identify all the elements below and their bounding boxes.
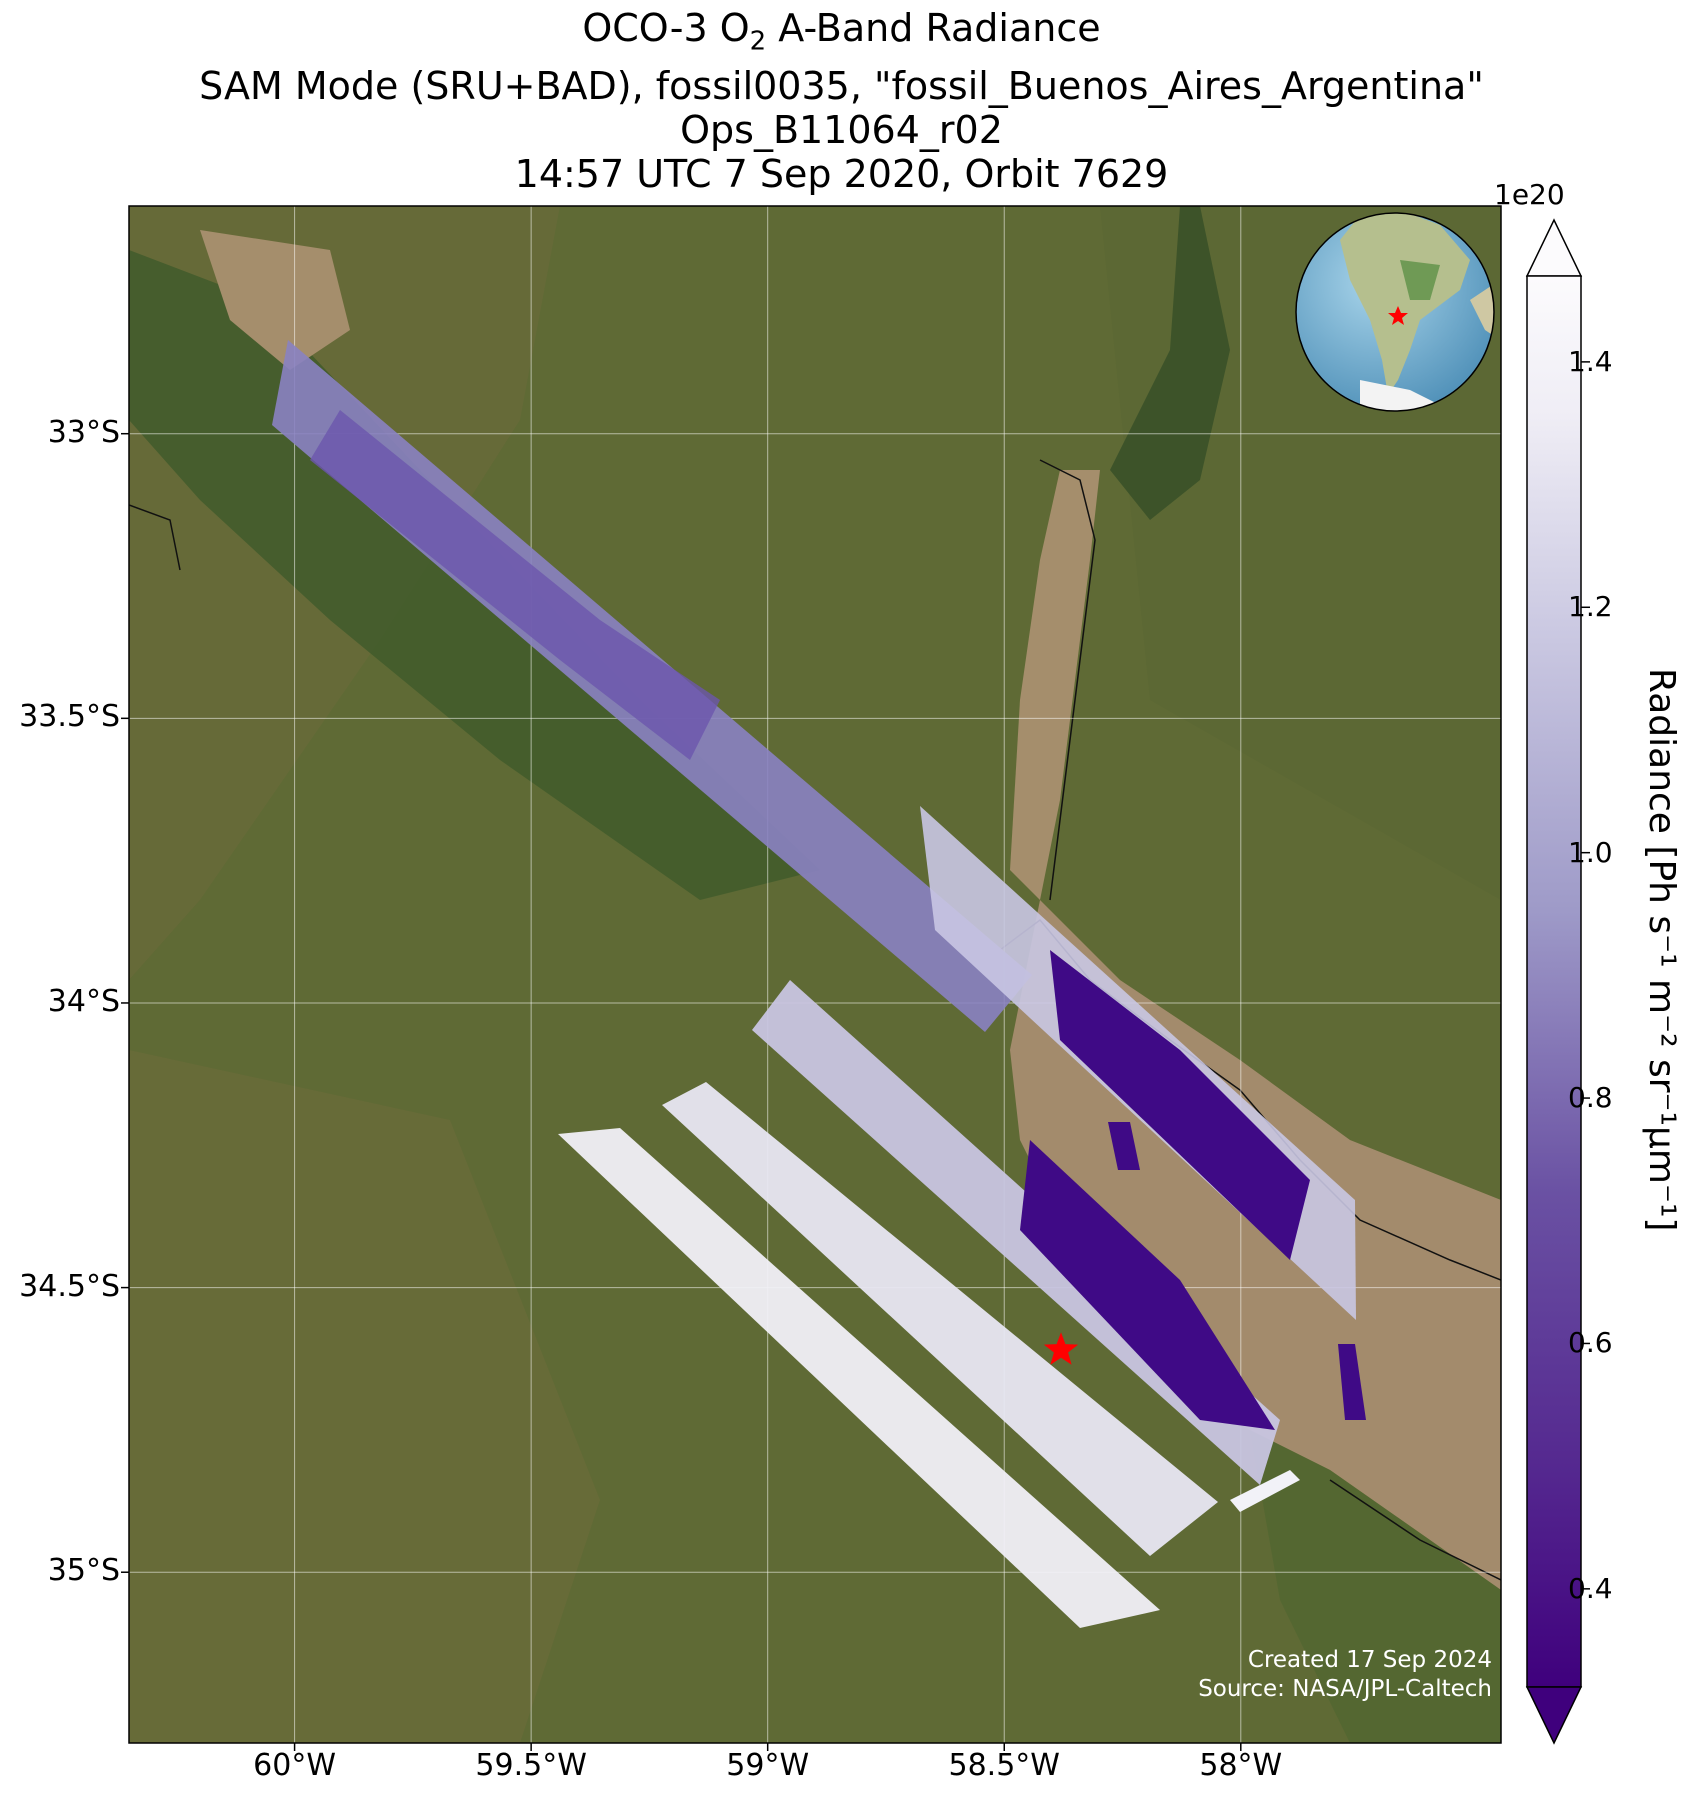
colorbar-extend-bottom [1525, 1686, 1583, 1745]
globe-target-star [1388, 306, 1408, 325]
lon-tick-label: 59.5°W [475, 1748, 587, 1783]
swath-2-dark [1050, 950, 1310, 1260]
map-frame [128, 205, 1502, 1744]
lat-tick-label: 35°S [47, 1553, 120, 1589]
swath-7 [1338, 1344, 1366, 1420]
lon-tick-label: 58°W [1199, 1748, 1283, 1783]
swath-6 [1230, 1470, 1300, 1512]
lat-tick-label: 34°S [47, 983, 120, 1019]
swath-4 [662, 1082, 1218, 1556]
title-line-4: 14:57 UTC 7 Sep 2020, Orbit 7629 [514, 151, 1169, 196]
map-ticks [121, 432, 1242, 1751]
lon-tick-label: 58.5°W [948, 1748, 1060, 1783]
sounding-swaths [272, 340, 1366, 1628]
colorbar-tick-label: 1.0 [1568, 835, 1613, 869]
globe-inset [1295, 212, 1495, 412]
colorbar-tick-label: 1.2 [1568, 590, 1613, 624]
colorbar-extend-top [1525, 218, 1583, 277]
swath-1-dark [310, 410, 720, 760]
colorbar-tick-label: 0.6 [1568, 1326, 1613, 1360]
colorbar-exponent: 1e20 [1494, 178, 1565, 211]
title-line-3: Ops_B11064_r02 [680, 107, 1003, 152]
swath-5 [558, 1128, 1160, 1628]
swath-8 [1108, 1122, 1140, 1170]
title-line-2: SAM Mode (SRU+BAD), fossil0035, "fossil_… [199, 63, 1484, 108]
target-star-marker [1043, 1332, 1079, 1365]
colorbar-bar [1526, 275, 1582, 1688]
created-date: Created 17 Sep 2024 [1247, 1647, 1492, 1673]
colorbar-label: Radiance [Ph s⁻¹ m⁻² sr⁻¹μm⁻¹] [1641, 668, 1682, 1232]
swath-3-dark [1020, 1140, 1275, 1430]
chart-title: OCO-3 O2 A-Band Radiance SAM Mode (SRU+B… [0, 6, 1683, 196]
lat-tick-label: 34.5°S [19, 1268, 120, 1304]
colorbar [1525, 218, 1590, 1745]
credits: Created 17 Sep 2024 Source: NASA/JPL-Cal… [1198, 1646, 1492, 1704]
source-credit: Source: NASA/JPL-Caltech [1198, 1676, 1492, 1702]
colorbar-tick-label: 0.8 [1568, 1081, 1613, 1115]
lat-tick-label: 33°S [47, 414, 120, 450]
lat-tick-label: 33.5°S [19, 699, 120, 735]
lon-tick-label: 59°W [726, 1748, 810, 1783]
title-line-1: OCO-3 O2 A-Band Radiance [582, 6, 1101, 57]
lon-tick-label: 60°W [253, 1748, 336, 1783]
colorbar-tick-label: 1.4 [1568, 344, 1613, 378]
colorbar-tick-label: 0.4 [1568, 1571, 1613, 1605]
